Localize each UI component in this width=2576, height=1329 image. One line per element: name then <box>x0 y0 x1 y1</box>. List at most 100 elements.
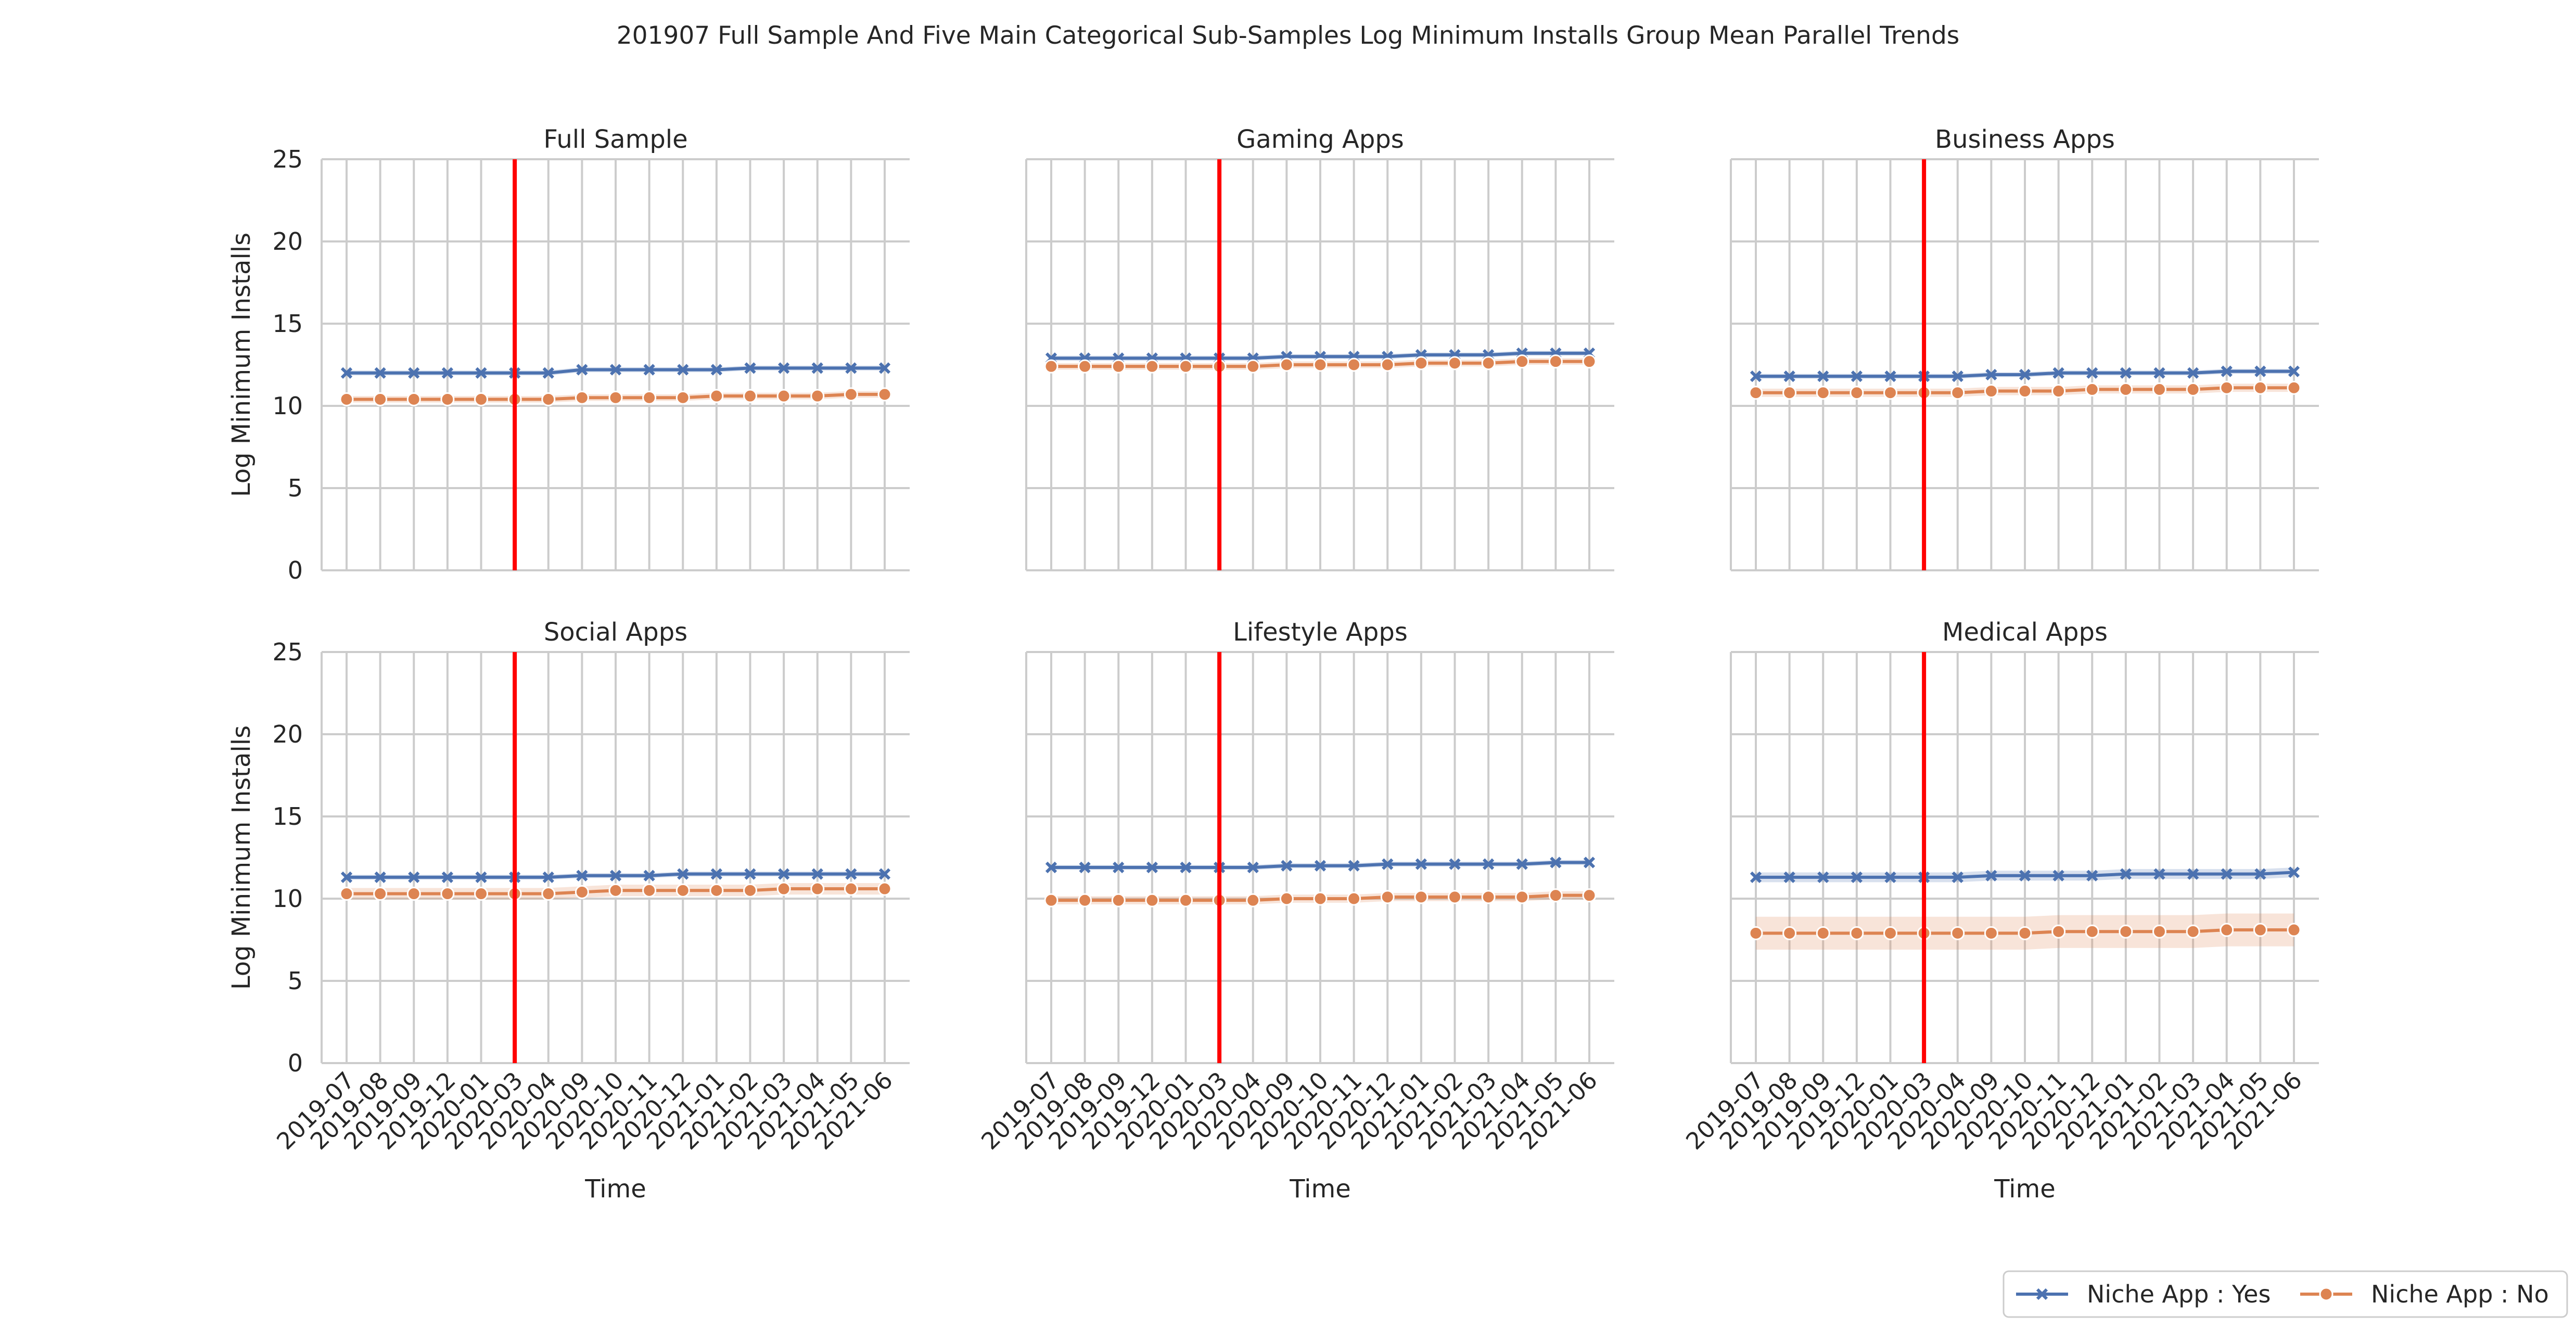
data-point-circle-marker <box>474 392 488 406</box>
data-point-circle-marker <box>373 887 388 901</box>
data-point-circle-marker <box>1044 893 1059 908</box>
data-point-x-marker <box>1851 370 1863 382</box>
y-tick-label: 15 <box>272 802 303 830</box>
data-point-x-marker <box>2221 868 2233 880</box>
data-point-circle-marker <box>1515 890 1529 904</box>
data-point-x-marker <box>408 367 420 379</box>
data-point-x-marker <box>1884 871 1896 884</box>
data-point-x-marker <box>1113 861 1125 874</box>
data-point-circle-marker <box>373 392 388 406</box>
data-point-circle-marker <box>1782 926 1797 940</box>
data-point-x-marker <box>1583 857 1596 868</box>
data-point-circle-marker <box>541 392 556 406</box>
data-point-circle-marker <box>2287 380 2301 395</box>
data-point-circle-marker <box>1111 359 1126 374</box>
data-point-circle-marker <box>1414 890 1429 904</box>
data-point-circle-marker <box>1816 926 1830 940</box>
data-point-x-marker <box>441 367 453 379</box>
data-point-x-marker <box>340 367 353 379</box>
data-point-circle-marker <box>844 881 858 896</box>
data-point-circle-marker <box>1380 357 1395 372</box>
y-axis-label: Log Minimum Installs <box>227 233 256 497</box>
data-point-x-marker <box>542 367 554 379</box>
figure-suptitle: 201907 Full Sample And Five Main Categor… <box>617 21 1960 50</box>
data-point-circle-marker <box>2119 924 2133 939</box>
data-point-circle-marker <box>1145 359 1159 374</box>
data-point-circle-marker <box>1179 359 1193 374</box>
data-point-circle-marker <box>406 392 421 406</box>
data-point-circle-marker <box>1448 356 1462 370</box>
data-point-x-marker <box>408 871 420 884</box>
data-point-circle-marker <box>743 389 757 403</box>
data-point-x-marker <box>744 362 756 374</box>
y-tick-label: 5 <box>288 967 303 995</box>
data-point-x-marker <box>1985 870 1997 881</box>
data-point-circle-marker <box>844 387 858 402</box>
data-point-circle-marker <box>1984 384 1998 399</box>
data-point-x-marker <box>2120 367 2132 379</box>
data-point-circle-marker <box>1481 356 1496 370</box>
data-point-x-marker <box>677 364 689 376</box>
data-point-x-marker <box>1483 858 1495 870</box>
data-point-x-marker <box>1516 858 1528 870</box>
data-point-x-marker <box>475 871 487 884</box>
data-point-circle-marker <box>1950 386 1965 400</box>
data-point-x-marker <box>374 367 386 379</box>
data-point-x-marker <box>609 870 622 881</box>
data-point-circle-marker <box>2119 382 2133 397</box>
data-point-x-marker <box>1783 871 1795 884</box>
data-point-circle-marker <box>406 887 421 901</box>
data-point-x-marker <box>1281 860 1293 872</box>
data-point-x-marker <box>441 871 453 884</box>
legend-label: Niche App : No <box>2371 1280 2549 1308</box>
data-point-x-marker <box>878 868 891 880</box>
panel: 0 5 10 15 20 25 Full Sample Log Minimum Install… <box>227 125 910 584</box>
data-point-x-marker <box>2187 868 2199 880</box>
y-tick-label: 25 <box>272 638 303 666</box>
data-point-circle-marker <box>642 883 657 898</box>
data-point-circle-marker <box>810 881 825 896</box>
data-point-x-marker <box>542 871 554 884</box>
data-point-x-marker <box>1348 860 1360 872</box>
data-point-x-marker <box>2120 868 2132 880</box>
data-point-x-marker <box>2288 866 2300 878</box>
data-point-circle-marker <box>575 390 589 405</box>
data-point-x-marker <box>576 870 588 881</box>
data-point-x-marker <box>2153 868 2165 880</box>
legend-label: Niche App : Yes <box>2087 1280 2271 1308</box>
data-point-circle-marker <box>1950 926 1965 940</box>
data-point-x-marker <box>1079 861 1091 874</box>
y-tick-label: 5 <box>288 474 303 502</box>
y-tick-label: 15 <box>272 310 303 338</box>
data-point-circle-marker <box>1515 354 1529 369</box>
x-axis-label: Time <box>1289 1174 1350 1204</box>
data-point-circle-marker <box>1313 891 1328 906</box>
data-point-x-marker <box>1180 861 1192 874</box>
panel-title: Lifestyle Apps <box>1233 618 1408 647</box>
data-point-circle-marker <box>776 389 791 403</box>
data-point-circle-marker <box>1883 926 1897 940</box>
y-tick-label: 25 <box>272 145 303 173</box>
data-point-x-marker <box>1449 858 1461 870</box>
data-point-circle-marker <box>1078 359 1092 374</box>
data-point-circle-marker <box>2051 924 2066 939</box>
data-point-circle-marker <box>2253 923 2267 937</box>
data-point-circle-marker <box>2152 382 2166 397</box>
data-point-circle-marker <box>1078 893 1092 908</box>
data-point-circle-marker <box>2186 382 2200 397</box>
data-point-x-marker <box>609 364 622 376</box>
panel: 0 5 10 15 20 25 Social Apps Log Minimum Install… <box>227 618 910 1204</box>
data-point-x-marker <box>878 362 891 374</box>
data-point-x-marker <box>677 868 689 880</box>
data-point-circle-marker <box>1347 891 1361 906</box>
data-point-circle-marker <box>1347 357 1361 372</box>
data-point-x-marker <box>1146 861 1158 874</box>
data-point-circle-marker <box>1749 386 1763 400</box>
data-point-circle-marker <box>608 390 623 405</box>
data-point-x-marker <box>1750 871 1762 884</box>
data-point-circle-marker <box>810 389 825 403</box>
legend-box <box>2003 1270 2568 1318</box>
data-point-circle-marker <box>1850 386 1864 400</box>
data-point-circle-marker <box>1850 926 1864 940</box>
data-point-circle-marker <box>675 883 690 898</box>
